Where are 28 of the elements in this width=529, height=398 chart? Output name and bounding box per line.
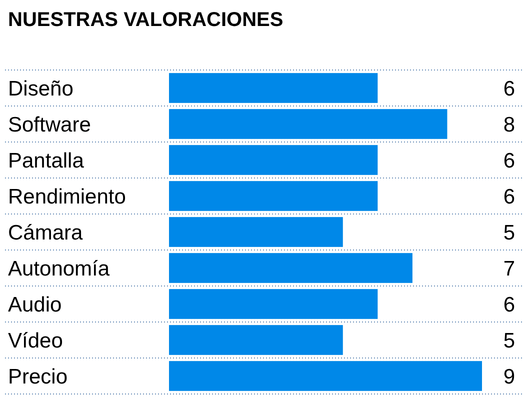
data-label: 5 <box>503 329 515 352</box>
data-label: 7 <box>503 257 515 280</box>
y-tick-label: Autonomía <box>8 257 110 280</box>
y-tick-label: Precio <box>8 365 68 388</box>
data-label: 5 <box>503 221 515 244</box>
bar <box>169 109 448 139</box>
bar <box>169 181 378 211</box>
bar <box>169 217 343 247</box>
bar <box>169 325 343 355</box>
data-label: 6 <box>503 185 515 208</box>
y-tick-label: Software <box>8 113 91 136</box>
data-label: 6 <box>503 149 515 172</box>
chart-title: NUESTRAS VALORACIONES <box>8 9 284 31</box>
y-tick-label: Rendimiento <box>8 185 126 208</box>
y-tick-label: Pantalla <box>8 149 84 172</box>
data-label: 6 <box>503 77 515 100</box>
data-label: 6 <box>503 293 515 316</box>
data-label: 9 <box>503 365 515 388</box>
bar <box>169 361 482 391</box>
bar <box>169 145 378 175</box>
bar <box>169 73 378 103</box>
bar <box>169 253 412 283</box>
y-tick-label: Diseño <box>8 77 74 100</box>
y-tick-label: Cámara <box>8 221 84 244</box>
y-tick-label: Audio <box>8 293 62 316</box>
bar <box>169 289 378 319</box>
data-label: 8 <box>503 113 515 136</box>
y-tick-label: Vídeo <box>8 329 63 352</box>
